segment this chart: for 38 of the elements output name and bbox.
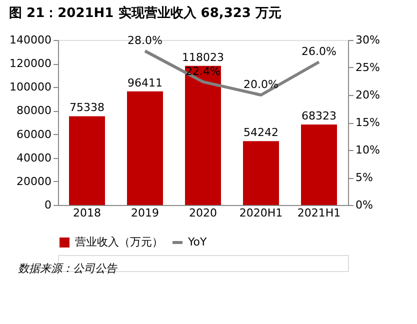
bar <box>243 141 279 205</box>
chart-title: 图 21：2021H1 实现营业收入 68,323 万元 <box>9 5 282 21</box>
x-tick-label: 2020H1 <box>239 206 283 220</box>
y-tick-label: 120000 <box>10 57 52 70</box>
bar <box>69 116 105 205</box>
data-label: 75338 <box>70 101 104 114</box>
y2-tick-label: 30% <box>356 34 380 46</box>
y-tick-label: 100000 <box>10 80 52 94</box>
data-label: 96411 <box>128 76 162 90</box>
y2-tick-label: 20% <box>356 88 380 102</box>
y2-tick-label: 10% <box>356 144 380 156</box>
bar <box>301 124 337 205</box>
legend-label: YoY <box>187 236 207 248</box>
bar <box>127 91 163 205</box>
y2-tick-label: 5% <box>356 171 373 184</box>
y2-tick-label: 0% <box>356 198 373 212</box>
bar <box>185 66 221 205</box>
data-label: 118023 <box>182 50 224 64</box>
y-tick-label: 60000 <box>16 128 52 141</box>
y-tick-label: 140000 <box>10 34 52 46</box>
data-label: 28.0% <box>128 34 162 47</box>
x-tick-label: 2021H1 <box>297 206 341 220</box>
legend-label: 营业收入（万元） <box>75 236 163 248</box>
data-label: 22.4% <box>186 64 220 78</box>
y-tick-label: 40000 <box>16 151 52 164</box>
y-tick-label: 80000 <box>16 104 52 118</box>
x-tick-label: 2020 <box>189 206 217 220</box>
data-label: 68323 <box>302 109 336 122</box>
y2-tick-label: 15% <box>356 116 380 129</box>
data-label: 20.0% <box>244 78 278 91</box>
data-label: 54242 <box>244 126 278 140</box>
source-note: 数据来源：公司公告 <box>18 262 118 275</box>
y-tick-label: 0 <box>44 198 52 212</box>
x-tick-label: 2018 <box>73 206 101 220</box>
y-tick-label: 20000 <box>16 174 52 188</box>
x-tick-label: 2019 <box>131 206 159 220</box>
y2-tick-label: 25% <box>356 61 380 74</box>
data-label: 26.0% <box>302 45 336 58</box>
